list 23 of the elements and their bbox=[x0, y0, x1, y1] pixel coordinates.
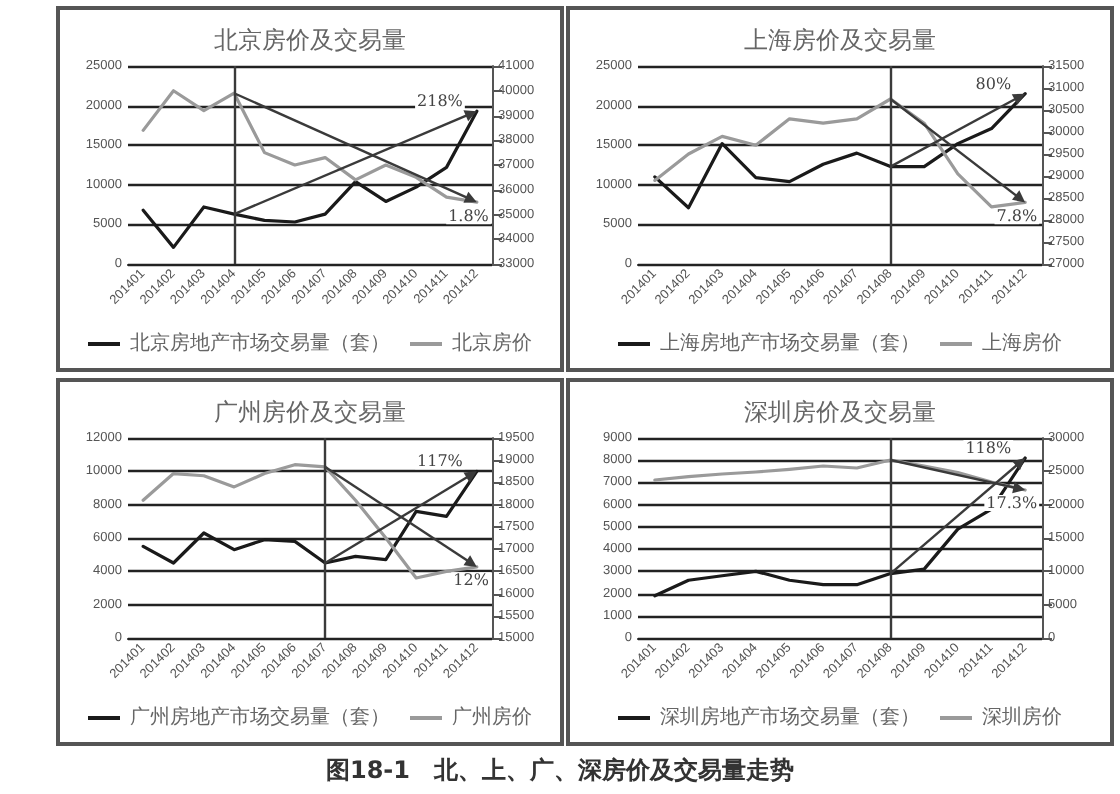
chart-title: 上海房价及交易量 bbox=[744, 26, 936, 54]
annotation: 1.8% bbox=[448, 207, 490, 226]
caption: 图18-1 北、上、广、深房价及交易量走势 bbox=[323, 754, 797, 788]
annotation: 118% bbox=[965, 439, 1012, 457]
legend-label: 上海房地产市场交易量（套） bbox=[660, 331, 920, 355]
chart-title: 深圳房价及交易量 bbox=[744, 398, 936, 426]
annotation: 7.8% bbox=[996, 207, 1038, 226]
legend-label: 深圳房地产市场交易量（套） bbox=[660, 705, 920, 729]
legend-label: 广州房价 bbox=[452, 705, 532, 729]
chart-title: 北京房价及交易量 bbox=[214, 26, 406, 54]
annotation: 218% bbox=[417, 92, 464, 111]
annotation: 17.3% bbox=[986, 494, 1038, 513]
legend-label: 深圳房价 bbox=[982, 705, 1062, 729]
legend-label: 广州房地产市场交易量（套） bbox=[130, 705, 390, 729]
annotation: 117% bbox=[417, 452, 464, 471]
annotation: 12% bbox=[453, 571, 490, 590]
legend-label: 北京房地产市场交易量（套） bbox=[130, 331, 390, 355]
line-series bbox=[141, 89, 479, 204]
legend-label: 北京房价 bbox=[452, 331, 532, 355]
chart-title: 广州房价及交易量 bbox=[214, 398, 406, 426]
line-series bbox=[653, 458, 1027, 492]
annotation: 80% bbox=[975, 74, 1012, 93]
legend-label: 上海房价 bbox=[982, 331, 1062, 355]
